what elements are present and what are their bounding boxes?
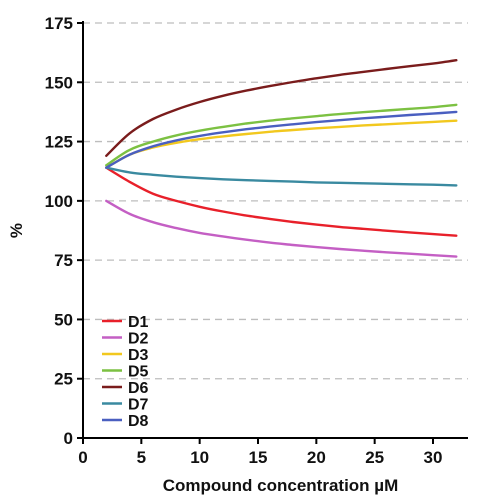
y-tick-label-125: 125 xyxy=(45,133,73,152)
series-line-d8 xyxy=(105,110,458,169)
y-tick-label-100: 100 xyxy=(45,192,73,211)
axes xyxy=(82,21,468,439)
series-line-d6 xyxy=(105,59,458,157)
legend-label-d3: D3 xyxy=(128,347,149,364)
legend-label-d7: D7 xyxy=(128,397,149,414)
y-tick-label-175: 175 xyxy=(45,14,73,33)
y-tick-label-25: 25 xyxy=(54,370,73,389)
y-axis-title: % xyxy=(7,223,26,238)
series-line-d1 xyxy=(105,166,458,237)
legend-label-d1: D1 xyxy=(128,314,149,331)
series-line-d7 xyxy=(105,166,458,187)
x-tick-label-5: 5 xyxy=(137,448,146,467)
series-line-d5 xyxy=(105,103,458,167)
y-tick-label-150: 150 xyxy=(45,73,73,92)
y-tick-label-0: 0 xyxy=(64,429,73,448)
y-tick-label-50: 50 xyxy=(54,310,73,329)
y-tick-label-75: 75 xyxy=(54,251,73,270)
x-tick-label-15: 15 xyxy=(249,448,268,467)
x-axis-title: Compound concentration µM xyxy=(163,476,399,495)
x-tick-label-0: 0 xyxy=(78,448,87,467)
x-tick-label-30: 30 xyxy=(424,448,443,467)
series-lines xyxy=(105,59,458,258)
legend-label-d8: D8 xyxy=(128,413,149,430)
grid-lines xyxy=(83,22,468,380)
legend-label-d5: D5 xyxy=(128,364,149,381)
x-tick-label-20: 20 xyxy=(307,448,326,467)
legend-label-d2: D2 xyxy=(128,331,149,348)
series-line-d2 xyxy=(105,199,458,258)
y-axis-ticks: 0 25 50 75 100 125 150 175 xyxy=(45,14,83,448)
x-tick-label-25: 25 xyxy=(365,448,384,467)
legend-label-d6: D6 xyxy=(128,380,149,397)
x-axis-ticks: 0 5 10 15 20 25 30 xyxy=(78,438,442,467)
series-line-d3 xyxy=(105,119,458,169)
x-tick-label-10: 10 xyxy=(190,448,209,467)
